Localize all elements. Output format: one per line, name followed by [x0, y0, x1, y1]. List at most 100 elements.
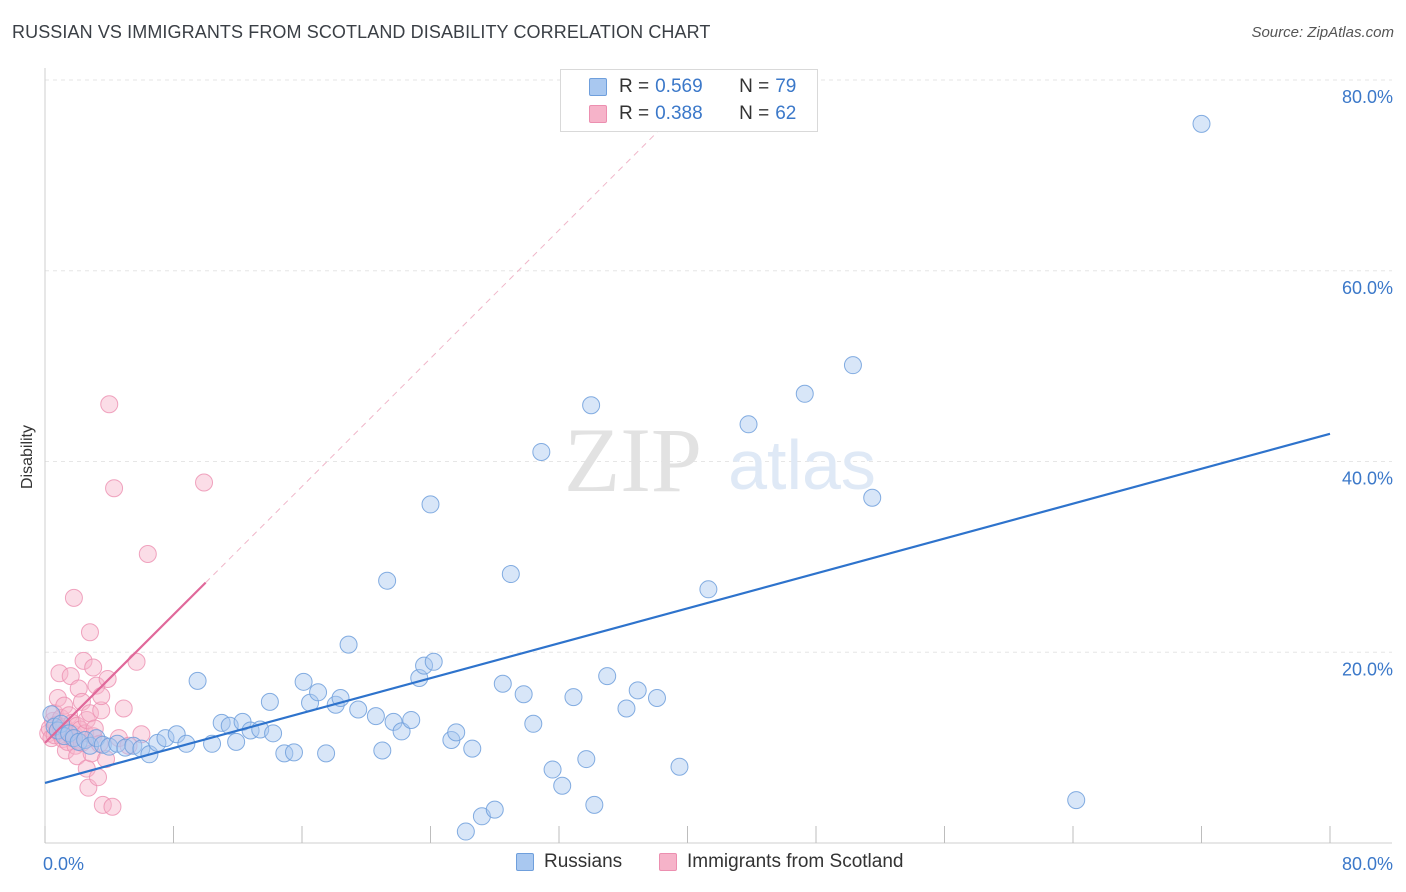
russians-point	[402, 710, 421, 729]
russians-point	[421, 495, 440, 514]
scotland-point	[114, 699, 133, 718]
chart-title: RUSSIAN VS IMMIGRANTS FROM SCOTLAND DISA…	[12, 22, 711, 42]
legend-n-label: N =	[739, 76, 770, 97]
scotland-point	[74, 651, 93, 670]
russians-point	[564, 688, 583, 707]
legend-row-scotland: R = 0.388 N = 62	[561, 101, 796, 127]
russians-point	[366, 707, 385, 726]
russians-point	[87, 729, 106, 748]
russians-point	[227, 732, 246, 751]
scotland-point	[64, 588, 83, 607]
russians-point	[514, 685, 533, 704]
russians-point	[843, 356, 862, 375]
legend-n-label: N =	[739, 103, 770, 124]
russians-point	[456, 822, 475, 841]
scotland-point	[50, 664, 69, 683]
bottom-legend-swatch-scotland	[659, 853, 677, 871]
y-tick-label: 80.0%	[1342, 87, 1393, 107]
russians-point	[294, 672, 313, 691]
legend-r-value: 0.388	[655, 103, 703, 124]
legend-n-value: 79	[775, 76, 797, 97]
bottom-legend-label-scotland: Immigrants from Scotland	[687, 851, 904, 872]
russians-point	[260, 692, 279, 711]
russians-point	[699, 580, 718, 599]
russians-regression-line	[44, 432, 1331, 784]
scotland-regression-extension	[205, 79, 710, 583]
scotland-point	[55, 696, 74, 715]
russians-point	[739, 415, 758, 434]
series-russians-points	[42, 114, 1211, 841]
russians-point	[463, 739, 482, 758]
russians-point	[339, 635, 358, 654]
scotland-point	[80, 623, 99, 642]
scotland-point	[68, 747, 87, 766]
russians-point	[617, 699, 636, 718]
russians-point	[485, 800, 504, 819]
scotland-point	[195, 473, 214, 492]
scotland-point	[87, 676, 106, 695]
x-tick-label: 80.0%	[1342, 854, 1393, 874]
russians-point	[1192, 114, 1211, 133]
russians-point	[647, 689, 666, 708]
russians-point	[543, 760, 562, 779]
russians-point	[349, 700, 368, 719]
source-label: Source: ZipAtlas.com	[1251, 24, 1394, 41]
legend-r-label: R =	[619, 76, 650, 97]
russians-point	[264, 724, 283, 743]
legend-r-label: R =	[619, 103, 650, 124]
bottom-legend: Russians Immigrants from Scotland	[0, 851, 1406, 877]
russians-point	[1067, 791, 1086, 810]
regression-lines	[44, 79, 1331, 784]
russians-point	[493, 674, 512, 693]
y-tick-label: 60.0%	[1342, 278, 1393, 298]
watermark-zip: ZIP	[564, 409, 702, 511]
russians-point	[598, 667, 617, 686]
scotland-regression-line	[44, 581, 207, 744]
bottom-legend-swatch-russians	[516, 853, 534, 871]
legend-swatch-scotland	[589, 105, 607, 123]
russians-point	[275, 744, 294, 763]
legend-n-value: 62	[775, 103, 797, 124]
watermark-atlas: atlas	[728, 426, 876, 504]
scotland-point	[92, 701, 111, 720]
scotland-point	[92, 687, 111, 706]
scotland-point	[48, 689, 67, 708]
russians-point	[524, 714, 543, 733]
scotland-point	[103, 797, 122, 816]
russians-point	[585, 795, 604, 814]
russians-point	[284, 743, 303, 762]
russians-point	[553, 776, 572, 795]
russians-point	[795, 384, 814, 403]
scotland-point	[138, 545, 157, 564]
tick-labels: 20.0% 40.0% 60.0% 80.0% 0.0% 80.0%	[43, 87, 1393, 874]
scotland-point	[127, 652, 146, 671]
russians-point	[317, 744, 336, 763]
russians-point	[863, 488, 882, 507]
russians-point	[670, 757, 689, 776]
russians-point	[628, 681, 647, 700]
russians-point	[156, 729, 175, 748]
legend-r-value: 0.569	[655, 76, 703, 97]
russians-point	[167, 725, 186, 744]
russians-point	[309, 683, 328, 702]
scotland-point	[100, 395, 119, 414]
bottom-legend-scotland: Immigrants from Scotland	[659, 851, 903, 873]
russians-point	[415, 656, 434, 675]
watermark: ZIP atlas	[564, 409, 876, 511]
russians-point	[582, 396, 601, 415]
russians-point	[93, 735, 112, 754]
russians-point	[532, 442, 551, 461]
russians-point	[424, 652, 443, 671]
russians-point	[69, 732, 88, 751]
bottom-legend-russians: Russians	[516, 851, 622, 873]
russians-point	[76, 730, 95, 749]
y-tick-label: 40.0%	[1342, 469, 1393, 489]
scotland-point	[105, 479, 124, 498]
scotland-point	[69, 679, 88, 698]
russians-point	[447, 723, 466, 742]
legend-swatch-russians	[589, 78, 607, 96]
russians-point	[373, 741, 392, 760]
y-tick-label: 20.0%	[1342, 659, 1393, 679]
russians-point	[378, 571, 397, 590]
